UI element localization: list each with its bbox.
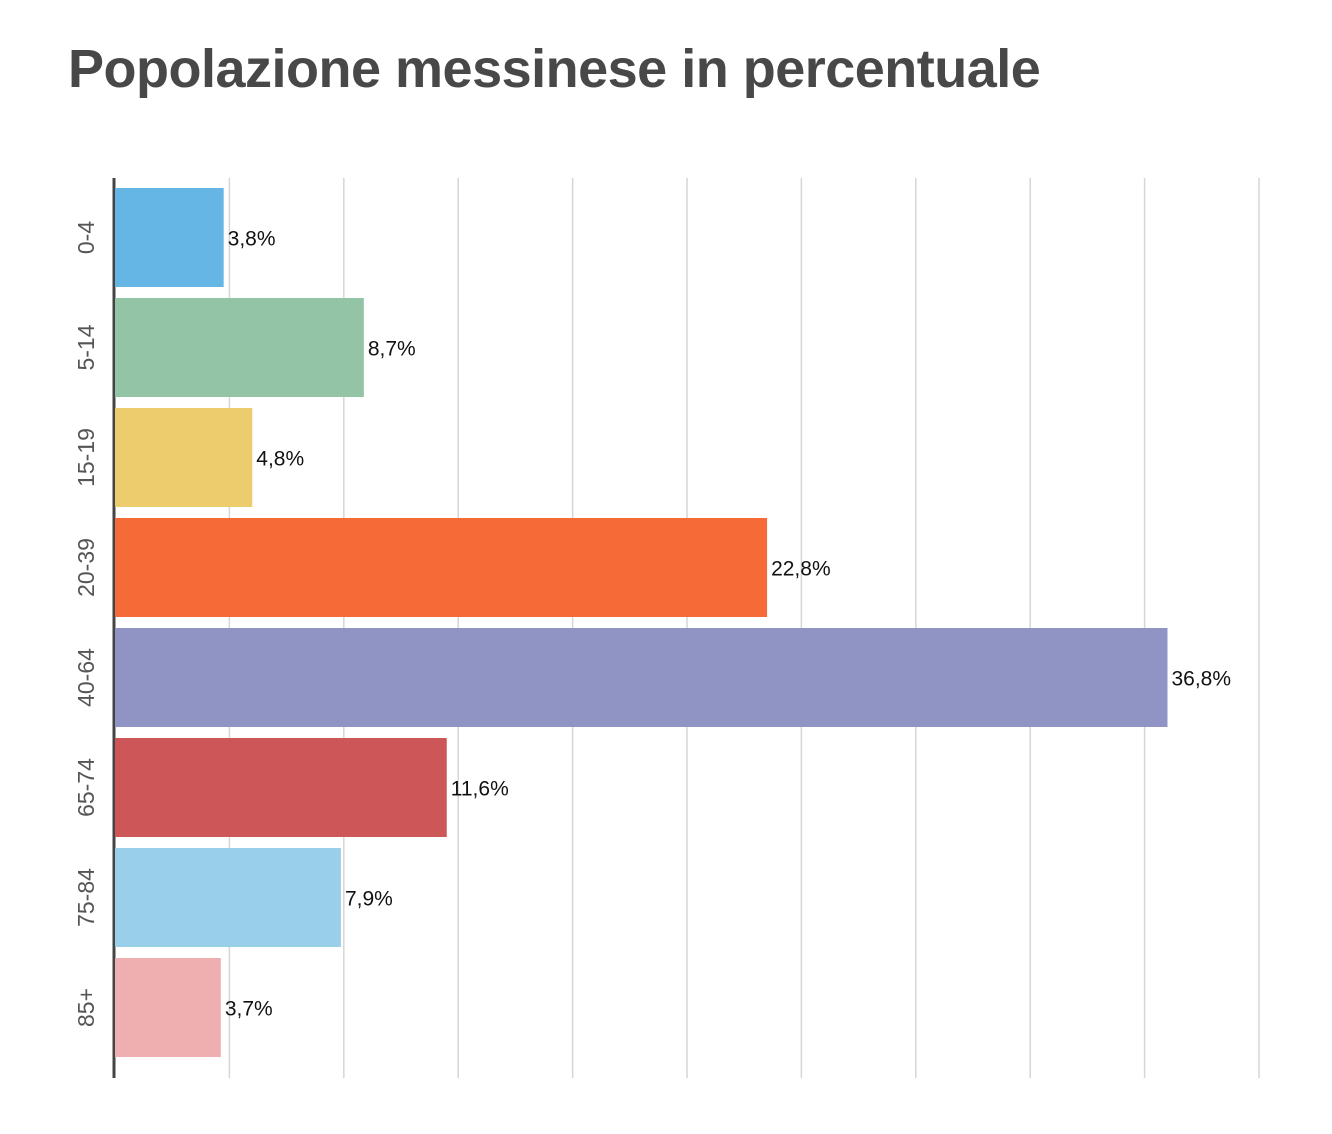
category-label: 5-14 bbox=[73, 324, 99, 370]
value-label: 36,8% bbox=[1171, 668, 1231, 691]
category-label: 65-74 bbox=[73, 758, 99, 817]
bar-65-74 bbox=[115, 738, 447, 837]
category-label: 85+ bbox=[73, 988, 99, 1027]
category-label: 40-64 bbox=[73, 648, 99, 707]
labels: 3,8% 0-4 8,7% 5-14 4,8% 15-19 22,8% 20-39 36,8% 4… bbox=[73, 221, 1231, 1027]
category-label: 75-84 bbox=[73, 868, 99, 927]
value-label: 4,8% bbox=[256, 448, 304, 471]
chart-title: Popolazione messinese in percentuale bbox=[68, 39, 1041, 99]
bar-15-19 bbox=[115, 408, 253, 507]
value-label: 3,8% bbox=[228, 228, 276, 251]
bar-40-64 bbox=[115, 628, 1168, 727]
bar-0-4 bbox=[115, 188, 224, 287]
bar-20-39 bbox=[115, 518, 768, 617]
value-label: 7,9% bbox=[345, 888, 393, 911]
category-label: 20-39 bbox=[73, 538, 99, 597]
bar-75-84 bbox=[115, 848, 341, 947]
value-label: 11,6% bbox=[451, 778, 509, 801]
value-label: 8,7% bbox=[368, 338, 416, 361]
bar-85+ bbox=[115, 958, 221, 1057]
category-label: 15-19 bbox=[73, 428, 99, 487]
value-label: 3,7% bbox=[225, 998, 273, 1021]
category-label: 0-4 bbox=[73, 221, 99, 254]
bar-5-14 bbox=[115, 298, 364, 397]
value-label: 22,8% bbox=[771, 558, 831, 581]
bars bbox=[115, 188, 1168, 1057]
